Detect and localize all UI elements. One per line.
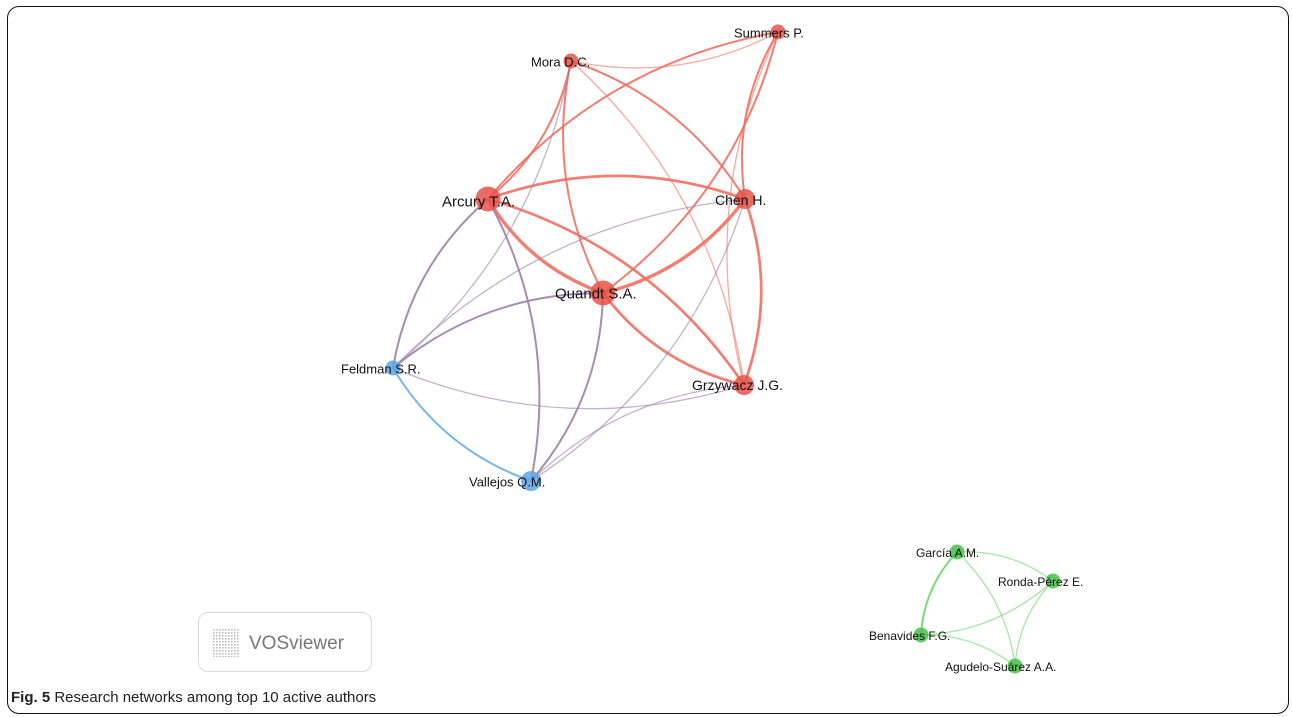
- caption-text: Research networks among top 10 active au…: [54, 689, 377, 706]
- node-arcury[interactable]: [475, 186, 501, 212]
- node-chen[interactable]: [735, 189, 755, 209]
- link-summers-grzywacz: [726, 31, 779, 386]
- node-mora[interactable]: [563, 53, 579, 69]
- link-arcury-feldman: [392, 198, 489, 369]
- node-label-arcury: Arcury T.A.: [442, 193, 515, 210]
- link-chen-vallejos: [530, 198, 746, 482]
- link-benavides-ronda: [920, 580, 1054, 636]
- node-label-vallejos: Vallejos Q.M.: [469, 475, 545, 490]
- link-garcia-benavides: [920, 551, 958, 636]
- link-chen-grzywacz: [742, 198, 763, 386]
- link-arcury-chen: [487, 174, 746, 201]
- link-mora-summers: [570, 31, 779, 69]
- link-benavides-agudelo: [920, 634, 1016, 667]
- link-summers-chen: [740, 31, 779, 200]
- node-garcia[interactable]: [949, 544, 965, 560]
- node-label-agudelo: Agudelo-Suárez A.A.: [945, 660, 1056, 674]
- link-mora-grzywacz: [570, 60, 745, 386]
- link-vallejos-grzywacz: [530, 384, 745, 482]
- figure-frame: [7, 6, 1289, 714]
- node-label-ronda: Ronda-Pérez E.: [998, 575, 1083, 589]
- node-vallejos[interactable]: [521, 471, 541, 491]
- network-nodes: [385, 24, 1061, 674]
- link-quandt-feldman: [392, 291, 604, 369]
- network-links: [392, 31, 1054, 667]
- link-garcia-agudelo: [956, 551, 1016, 667]
- link-ronda-agudelo: [1014, 580, 1054, 667]
- figure-caption: Fig. 5 Research networks among top 10 ac…: [11, 689, 376, 706]
- node-label-benavides: Benavides F.G.: [869, 629, 950, 643]
- node-label-chen: Chen H.: [715, 192, 766, 208]
- link-arcury-mora: [487, 60, 572, 200]
- node-label-feldman: Feldman S.R.: [341, 362, 420, 377]
- vosviewer-logo-icon: [213, 629, 239, 657]
- link-arcury-vallejos: [487, 198, 541, 482]
- node-feldman[interactable]: [385, 360, 401, 376]
- node-benavides[interactable]: [913, 627, 929, 643]
- node-label-summers: Summers P.: [734, 26, 804, 41]
- link-mora-quandt: [562, 60, 604, 294]
- vosviewer-label: VOSviewer: [249, 633, 345, 654]
- link-mora-feldman: [392, 60, 572, 369]
- link-arcury-summers: [487, 31, 779, 200]
- link-quandt-grzywacz: [601, 292, 745, 387]
- node-label-mora: Mora D.C.: [531, 55, 590, 70]
- caption-label: Fig. 5: [11, 689, 51, 706]
- network-labels: Arcury T.A. Quandt S.A. Chen H. Mora D.C. Su…: [341, 26, 1083, 675]
- node-label-garcia: García A.M.: [916, 546, 979, 560]
- link-mora-chen: [570, 60, 746, 200]
- node-label-quandt: Quandt S.A.: [555, 285, 637, 302]
- node-agudelo[interactable]: [1007, 658, 1023, 674]
- node-label-grzywacz: Grzywacz J.G.: [692, 377, 783, 393]
- link-feldman-vallejos: [392, 367, 532, 482]
- link-summers-quandt: [602, 31, 779, 294]
- link-chen-feldman: [392, 198, 746, 369]
- vosviewer-watermark: VOSviewer: [198, 612, 372, 672]
- node-ronda[interactable]: [1045, 573, 1061, 589]
- link-feldman-grzywacz: [392, 367, 745, 410]
- link-quandt-chen: [602, 197, 747, 295]
- node-summers[interactable]: [770, 24, 786, 40]
- node-quandt[interactable]: [590, 280, 616, 306]
- link-arcury-quandt: [486, 198, 604, 295]
- node-grzywacz[interactable]: [734, 375, 754, 395]
- link-garcia-ronda: [956, 551, 1054, 582]
- link-quandt-vallejos: [530, 292, 604, 482]
